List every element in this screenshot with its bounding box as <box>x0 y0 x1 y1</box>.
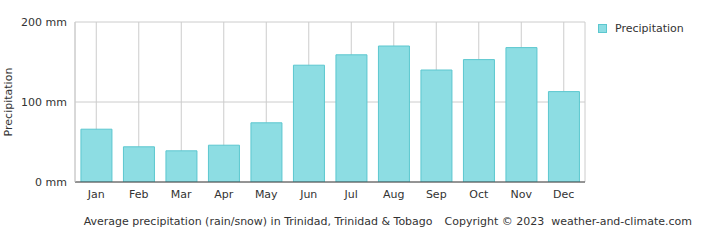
svg-text:May: May <box>255 188 278 201</box>
svg-text:Oct: Oct <box>469 188 489 201</box>
svg-text:Jun: Jun <box>299 188 317 201</box>
svg-text:0 mm: 0 mm <box>35 176 67 189</box>
svg-text:Aug: Aug <box>383 188 404 201</box>
svg-text:200 mm: 200 mm <box>21 16 67 29</box>
svg-text:Precipitation: Precipitation <box>8 68 15 137</box>
svg-text:Jan: Jan <box>87 188 105 201</box>
svg-text:Jul: Jul <box>344 188 358 201</box>
html-text:Average precipitation (rain/sn: Average precipitation (rain/snow) in Tri… <box>83 215 433 228</box>
svg-text:Nov: Nov <box>511 188 533 201</box>
svg-text:Apr: Apr <box>214 188 234 201</box>
svg-text:100 mm: 100 mm <box>21 96 67 109</box>
html-text:Precipitation: Precipitation <box>615 22 684 35</box>
svg-text:Sep: Sep <box>426 188 447 201</box>
svg-text:Feb: Feb <box>129 188 148 201</box>
svg-text:Dec: Dec <box>553 188 574 201</box>
html-text:Copyright © 2023 weather-and-c: Copyright © 2023 weather-and-climate.com <box>444 215 692 228</box>
svg-text:Mar: Mar <box>171 188 192 201</box>
